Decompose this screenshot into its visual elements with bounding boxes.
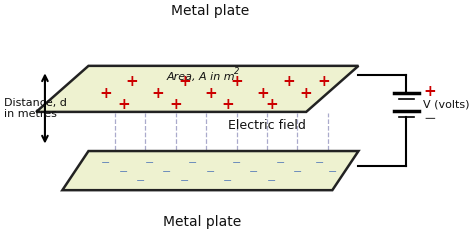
Text: +: + bbox=[117, 97, 130, 113]
Text: +: + bbox=[178, 75, 191, 89]
Text: +: + bbox=[265, 97, 278, 113]
Text: +: + bbox=[423, 84, 436, 99]
Text: +: + bbox=[317, 75, 330, 89]
Text: Distance, d
in metres: Distance, d in metres bbox=[4, 98, 66, 119]
Text: 2: 2 bbox=[234, 67, 240, 76]
Text: −: − bbox=[423, 111, 436, 126]
Text: −: − bbox=[145, 158, 154, 168]
Text: +: + bbox=[221, 97, 234, 113]
Text: Metal plate: Metal plate bbox=[171, 3, 250, 18]
Text: +: + bbox=[256, 86, 269, 101]
Text: +: + bbox=[204, 86, 217, 101]
Text: +: + bbox=[126, 75, 139, 89]
Text: −: − bbox=[232, 158, 241, 168]
Text: −: − bbox=[275, 158, 285, 168]
Text: +: + bbox=[230, 75, 243, 89]
Text: −: − bbox=[267, 176, 276, 186]
Text: +: + bbox=[99, 86, 112, 101]
Text: −: − bbox=[206, 167, 215, 177]
Polygon shape bbox=[62, 151, 359, 190]
Text: −: − bbox=[328, 167, 337, 177]
Text: Area, A in m: Area, A in m bbox=[167, 72, 236, 82]
Text: −: − bbox=[119, 167, 128, 177]
Text: −: − bbox=[180, 176, 189, 186]
Text: +: + bbox=[169, 97, 182, 113]
Text: −: − bbox=[293, 167, 302, 177]
Text: +: + bbox=[152, 86, 165, 101]
Polygon shape bbox=[36, 66, 359, 112]
Text: −: − bbox=[162, 167, 172, 177]
Text: +: + bbox=[282, 75, 295, 89]
Text: Electric field: Electric field bbox=[228, 119, 306, 132]
Text: −: − bbox=[315, 158, 324, 168]
Text: −: − bbox=[223, 176, 233, 186]
Text: −: − bbox=[101, 158, 111, 168]
Text: V (volts): V (volts) bbox=[423, 100, 469, 110]
Text: +: + bbox=[300, 86, 313, 101]
Text: −: − bbox=[249, 167, 259, 177]
Text: −: − bbox=[136, 176, 145, 186]
Text: Metal plate: Metal plate bbox=[163, 215, 241, 230]
Text: −: − bbox=[188, 158, 198, 168]
